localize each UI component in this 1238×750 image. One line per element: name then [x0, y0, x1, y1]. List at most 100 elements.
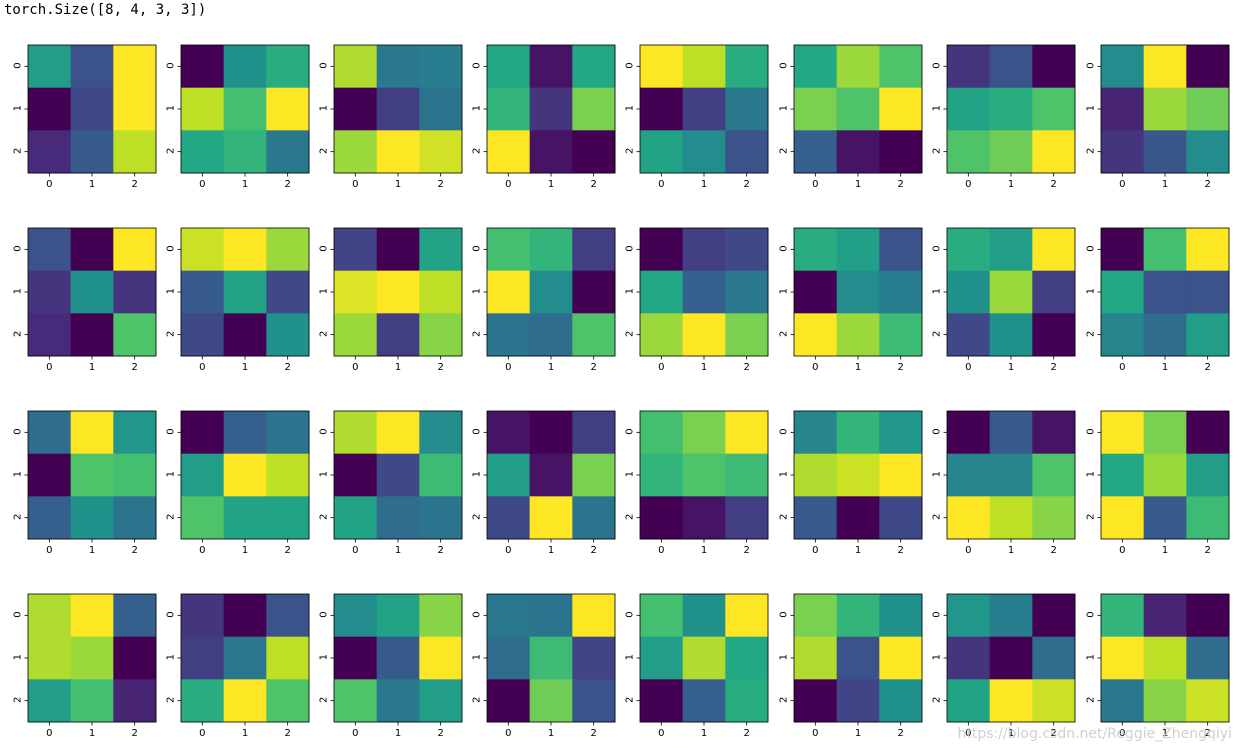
heatmap-cell — [113, 679, 156, 722]
x-tick-label: 0 — [658, 362, 664, 373]
y-tick-label: 1 — [13, 471, 24, 477]
heatmap-cell — [487, 411, 530, 454]
heatmap-cell — [725, 594, 768, 637]
heatmap-cell — [224, 411, 267, 454]
kernel-panel-3-0: 0 1 2012 — [13, 594, 157, 739]
heatmap-cell — [725, 637, 768, 680]
y-tick-label: 1 — [319, 654, 330, 660]
heatmap-cell — [572, 637, 615, 680]
heatmap-cell — [487, 88, 530, 131]
y-tick-label: 1 — [932, 654, 943, 660]
heatmap-cell — [334, 271, 377, 314]
heatmap-cell — [1101, 411, 1144, 454]
heatmap-cell — [334, 594, 377, 637]
y-tick-label: 2 — [779, 514, 790, 520]
heatmap-cell — [837, 88, 880, 131]
kernel-panel-2-7: 0 1 2 0 1 2 — [1086, 411, 1230, 556]
y-tick-label: 2 — [932, 148, 943, 154]
heatmap-cell — [1032, 637, 1075, 680]
y-tick-label: 0 — [472, 428, 483, 434]
x-tick-label: 1 — [548, 179, 554, 190]
heatmap-cell — [1144, 45, 1187, 88]
x-tick-label: 1 — [395, 545, 401, 556]
y-tick-label: 1 — [779, 105, 790, 111]
heatmap-cell — [419, 130, 462, 173]
heatmap-cell — [572, 228, 615, 271]
y-tick-label: 2 — [319, 697, 330, 703]
heatmap-cell — [113, 411, 156, 454]
heatmap-cell — [181, 411, 224, 454]
heatmap-cell — [28, 637, 71, 680]
y-tick-label: 1 — [625, 105, 636, 111]
heatmap-cell — [224, 130, 267, 173]
heatmap-cell — [1144, 454, 1187, 497]
heatmap-cell — [990, 454, 1033, 497]
x-tick-label: 2 — [131, 728, 137, 739]
heatmap-cell — [794, 88, 837, 131]
heatmap-cell — [530, 271, 573, 314]
x-tick-label: 0 — [505, 362, 511, 373]
heatmap-cell — [487, 313, 530, 356]
heatmap-cell — [1101, 88, 1144, 131]
kernel-panel-2-2: 0 1 2012 — [319, 411, 463, 556]
x-tick-label: 1 — [89, 728, 95, 739]
heatmap-cell — [419, 228, 462, 271]
heatmap-cell — [725, 454, 768, 497]
heatmap-cell — [640, 130, 683, 173]
heatmap-cell — [725, 411, 768, 454]
y-tick-label: 2 — [779, 331, 790, 337]
heatmap-cell — [683, 679, 726, 722]
heatmap-cell — [572, 130, 615, 173]
heatmap-cell — [419, 88, 462, 131]
kernel-panel-3-7: 0 1 2012 — [1086, 594, 1230, 739]
heatmap-cell — [1186, 594, 1229, 637]
heatmap-cell — [224, 454, 267, 497]
y-tick-label: 0 — [625, 62, 636, 68]
heatmap-cell — [1186, 679, 1229, 722]
x-tick-label: 1 — [395, 728, 401, 739]
heatmap-cell — [1032, 679, 1075, 722]
y-tick-label: 1 — [625, 471, 636, 477]
heatmap-cell — [419, 45, 462, 88]
heatmap-cell — [990, 130, 1033, 173]
heatmap-cell — [1032, 594, 1075, 637]
x-tick-label: 2 — [437, 545, 443, 556]
x-tick-label: 2 — [743, 179, 749, 190]
x-tick-label: 2 — [897, 728, 903, 739]
y-tick-label: 0 — [319, 62, 330, 68]
heatmap-cell — [113, 45, 156, 88]
heatmap-cell — [1032, 45, 1075, 88]
heatmap-cell — [725, 88, 768, 131]
heatmap-cell — [725, 679, 768, 722]
heatmap-cell — [487, 679, 530, 722]
x-tick-label: 2 — [1204, 362, 1210, 373]
y-tick-label: 1 — [779, 654, 790, 660]
heatmap-cell — [113, 88, 156, 131]
x-tick-label: 1 — [701, 362, 707, 373]
y-tick-label: 1 — [932, 288, 943, 294]
heatmap-cell — [640, 637, 683, 680]
y-tick-label: 1 — [1086, 654, 1097, 660]
heatmap-cell — [419, 637, 462, 680]
heatmap-cell — [28, 496, 71, 539]
y-tick-label: 2 — [932, 697, 943, 703]
heatmap-cell — [1186, 130, 1229, 173]
heatmap-cell — [530, 454, 573, 497]
heatmap-cell — [879, 271, 922, 314]
heatmap-cell — [113, 496, 156, 539]
y-tick-label: 2 — [166, 514, 177, 520]
y-tick-label: 1 — [1086, 471, 1097, 477]
heatmap-cell — [879, 454, 922, 497]
heatmap-cell — [947, 271, 990, 314]
kernel-panel-2-1: 0 1 2012 — [166, 411, 310, 556]
heatmap-cell — [879, 130, 922, 173]
heatmap-cell — [1186, 637, 1229, 680]
heatmap-cell — [1144, 637, 1187, 680]
heatmap-cell — [487, 271, 530, 314]
heatmap-cell — [28, 454, 71, 497]
heatmap-cell — [879, 88, 922, 131]
heatmap-cell — [224, 679, 267, 722]
heatmap-cell — [71, 45, 114, 88]
heatmap-cell — [1144, 88, 1187, 131]
heatmap-cell — [487, 130, 530, 173]
